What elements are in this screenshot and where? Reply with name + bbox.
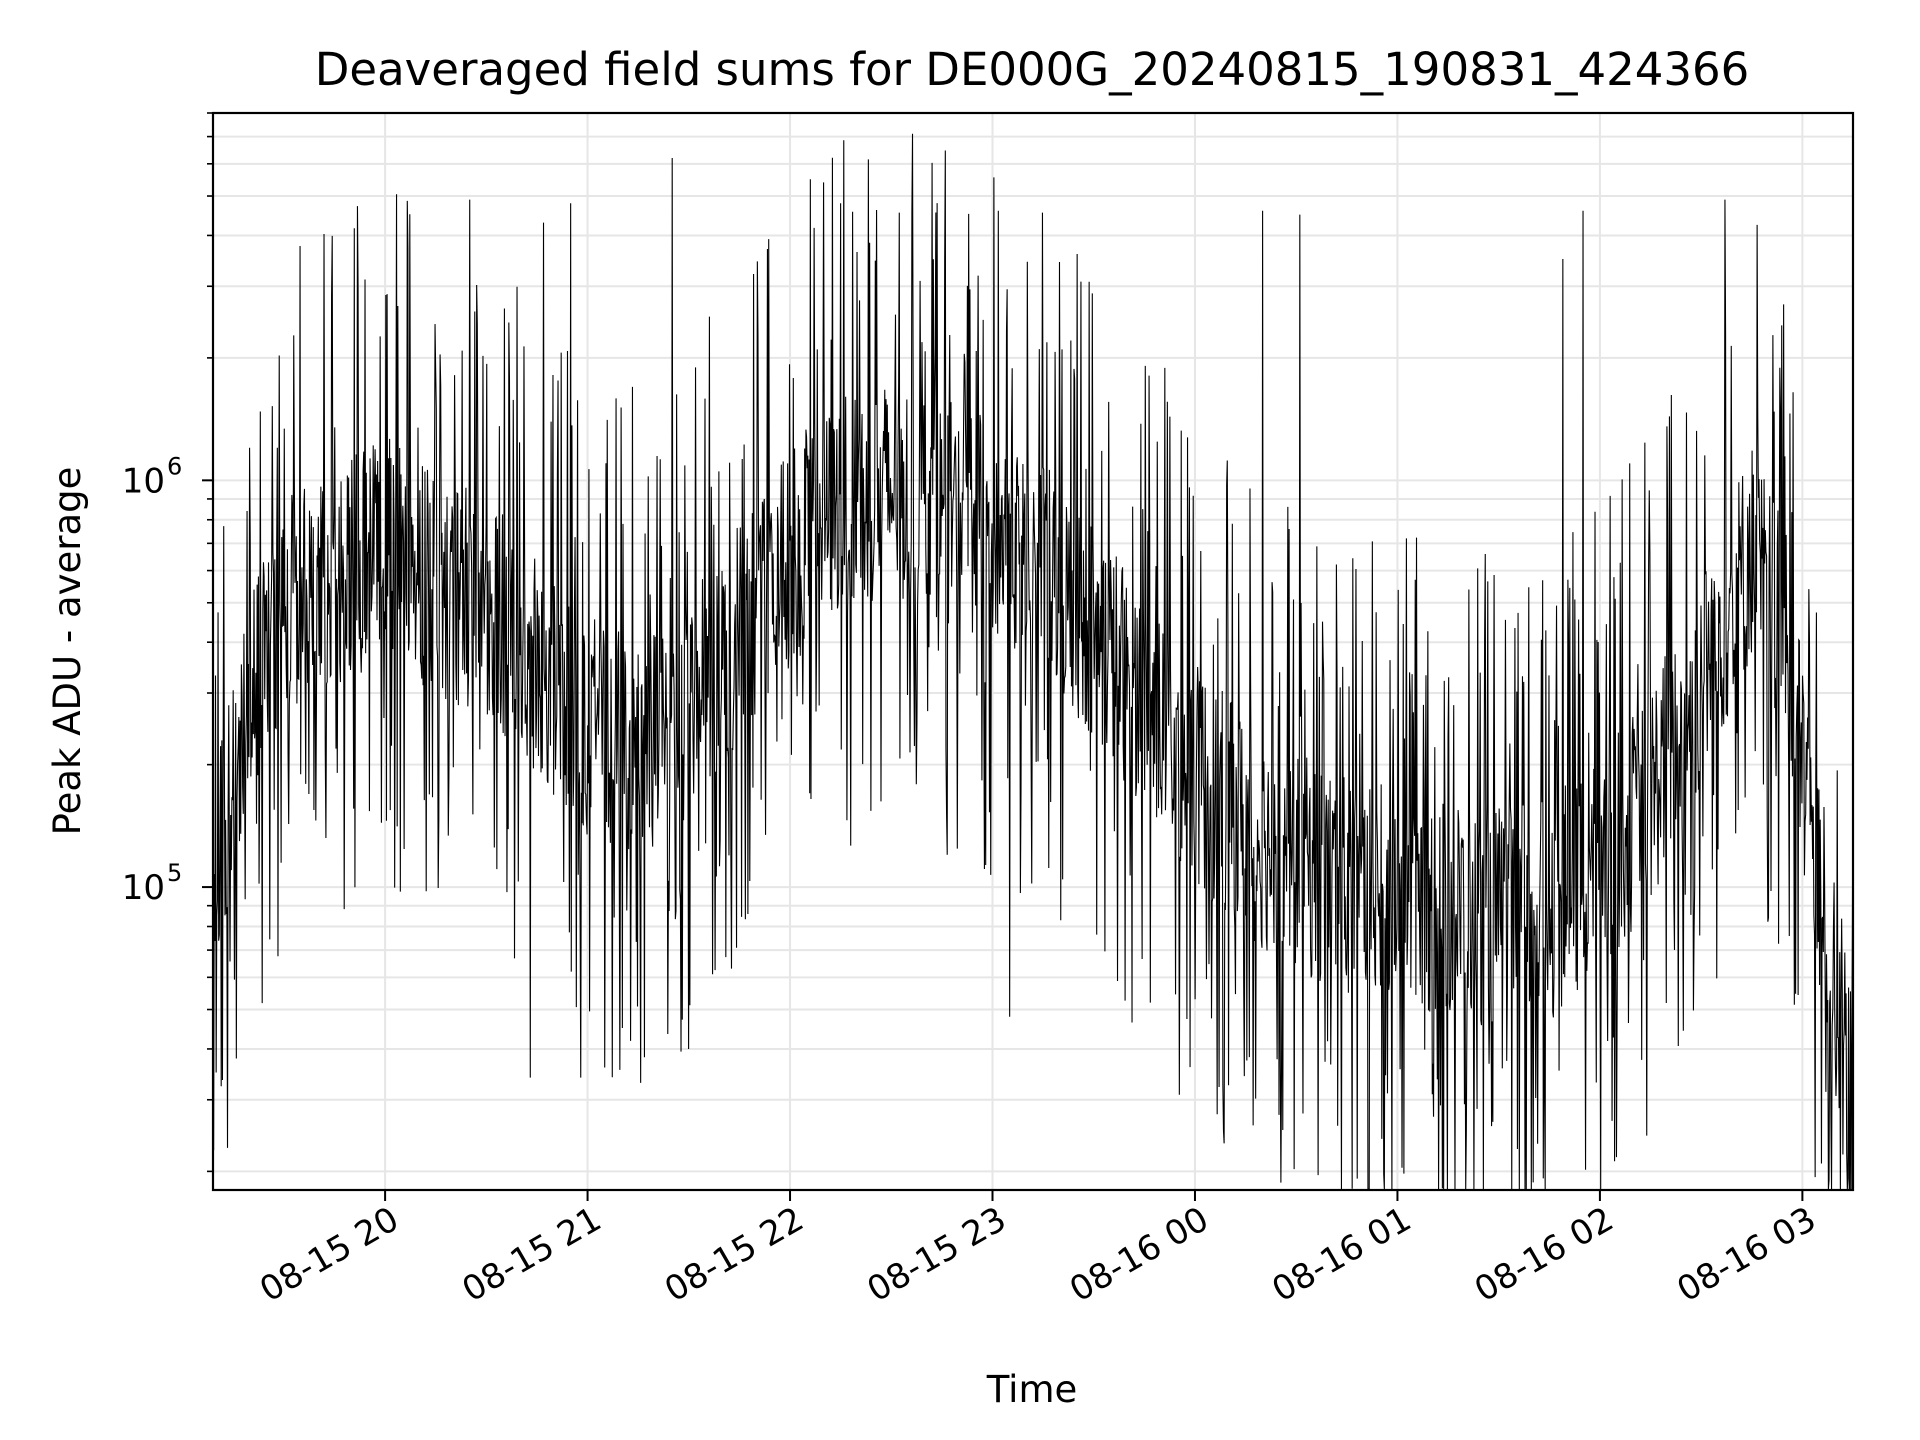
x-axis-label: Time <box>986 1368 1078 1411</box>
y-tick-label: 10 <box>122 461 165 501</box>
y-tick-label: 10 <box>122 868 165 908</box>
data-series <box>212 133 1854 1190</box>
series-line <box>212 133 1854 1190</box>
y-axis-label: Peak ADU - average <box>46 467 89 836</box>
chart-title: Deaveraged field sums for DE000G_2024081… <box>315 43 1750 96</box>
y-tick-exponent: 5 <box>167 859 182 887</box>
y-tick-exponent: 6 <box>167 452 182 480</box>
plot-frame <box>211 111 1855 1192</box>
